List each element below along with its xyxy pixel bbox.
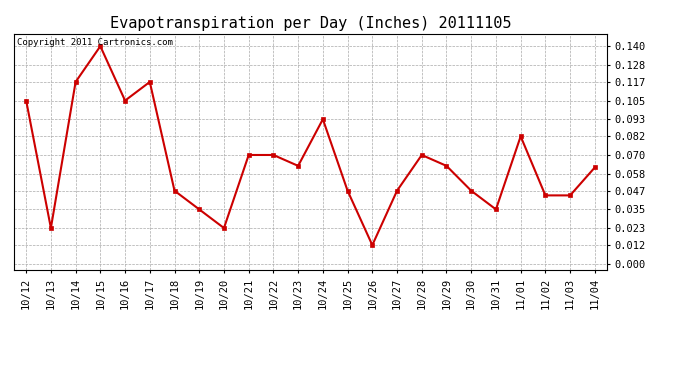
Text: Copyright 2011 Cartronics.com: Copyright 2011 Cartronics.com [17,39,172,48]
Title: Evapotranspiration per Day (Inches) 20111105: Evapotranspiration per Day (Inches) 2011… [110,16,511,31]
